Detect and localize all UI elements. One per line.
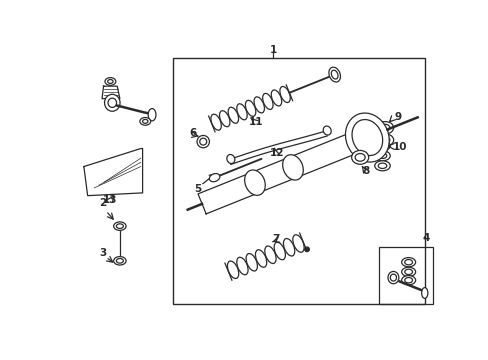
Ellipse shape (331, 70, 337, 79)
Ellipse shape (236, 257, 247, 275)
Ellipse shape (108, 98, 116, 107)
Ellipse shape (199, 138, 206, 145)
Ellipse shape (116, 258, 123, 263)
Ellipse shape (140, 117, 150, 125)
Ellipse shape (209, 174, 220, 182)
Ellipse shape (345, 113, 388, 162)
Ellipse shape (354, 153, 365, 161)
Ellipse shape (401, 267, 415, 276)
Polygon shape (102, 86, 120, 99)
Ellipse shape (279, 86, 290, 103)
Ellipse shape (113, 222, 126, 230)
Ellipse shape (351, 120, 382, 156)
Ellipse shape (404, 260, 412, 265)
Ellipse shape (245, 100, 255, 116)
Ellipse shape (376, 134, 393, 146)
Ellipse shape (271, 90, 281, 106)
Ellipse shape (142, 120, 148, 123)
Ellipse shape (228, 107, 238, 123)
Ellipse shape (389, 274, 396, 281)
Ellipse shape (374, 141, 389, 151)
Ellipse shape (351, 150, 368, 164)
Text: 11: 11 (248, 117, 263, 127)
Polygon shape (198, 127, 371, 214)
Ellipse shape (377, 163, 386, 168)
Polygon shape (84, 149, 142, 195)
Ellipse shape (401, 276, 415, 285)
Ellipse shape (236, 104, 246, 120)
Ellipse shape (421, 288, 427, 298)
Text: 13: 13 (103, 195, 118, 205)
Ellipse shape (377, 153, 386, 158)
Text: 12: 12 (269, 148, 284, 158)
Ellipse shape (262, 93, 272, 109)
Ellipse shape (374, 161, 389, 171)
Text: 7: 7 (272, 234, 280, 244)
Ellipse shape (282, 155, 303, 180)
Text: 1: 1 (269, 45, 276, 55)
Ellipse shape (283, 239, 294, 256)
Ellipse shape (404, 269, 412, 275)
Ellipse shape (404, 278, 412, 283)
Ellipse shape (227, 261, 238, 279)
Ellipse shape (245, 253, 257, 271)
Ellipse shape (107, 80, 113, 84)
Ellipse shape (377, 143, 386, 148)
Ellipse shape (380, 124, 389, 131)
Text: 8: 8 (362, 166, 369, 176)
Bar (173, 58, 424, 304)
Ellipse shape (104, 94, 120, 111)
Ellipse shape (323, 126, 330, 135)
Ellipse shape (148, 109, 156, 121)
Ellipse shape (374, 151, 389, 161)
Ellipse shape (387, 271, 398, 284)
Bar (379, 247, 431, 304)
Ellipse shape (197, 135, 209, 148)
Ellipse shape (254, 97, 264, 113)
Ellipse shape (274, 242, 285, 260)
Ellipse shape (219, 111, 229, 127)
Ellipse shape (255, 250, 266, 267)
Ellipse shape (376, 122, 393, 134)
Ellipse shape (264, 246, 276, 264)
Ellipse shape (292, 235, 304, 252)
Text: 2: 2 (99, 198, 106, 208)
Text: 6: 6 (189, 128, 196, 138)
Ellipse shape (210, 114, 221, 130)
Ellipse shape (401, 257, 415, 267)
Ellipse shape (328, 67, 340, 82)
Ellipse shape (226, 154, 234, 163)
Text: 10: 10 (392, 142, 407, 152)
Ellipse shape (304, 247, 309, 252)
Text: 9: 9 (394, 112, 401, 122)
Ellipse shape (244, 170, 265, 195)
Text: 5: 5 (194, 184, 201, 194)
Text: 4: 4 (422, 233, 429, 243)
Ellipse shape (380, 136, 389, 144)
Ellipse shape (116, 224, 123, 229)
Ellipse shape (105, 78, 116, 85)
Ellipse shape (113, 257, 126, 265)
Text: 3: 3 (99, 248, 106, 258)
